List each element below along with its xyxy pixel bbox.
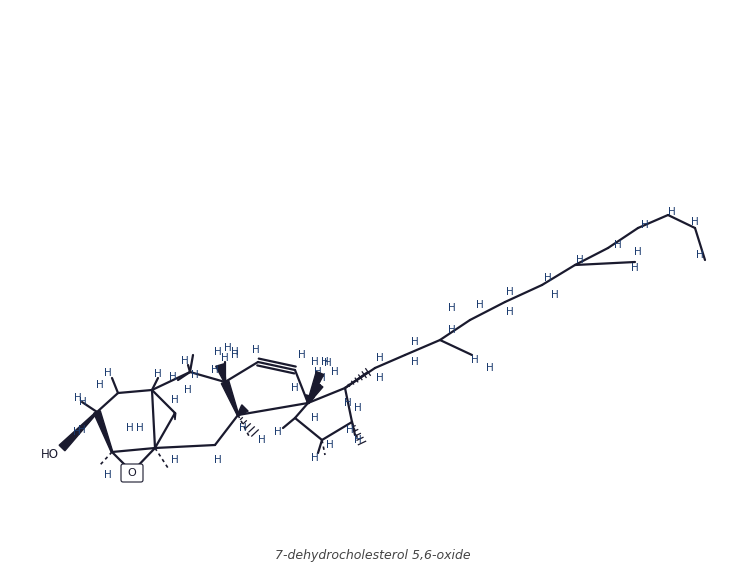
- Text: H: H: [171, 395, 179, 405]
- Text: H: H: [214, 347, 222, 357]
- Polygon shape: [216, 364, 226, 382]
- Text: H: H: [344, 398, 352, 408]
- Text: H: H: [476, 300, 484, 310]
- Text: H: H: [126, 423, 134, 433]
- Text: H: H: [191, 370, 199, 380]
- Text: H: H: [486, 363, 494, 373]
- Text: H: H: [231, 350, 239, 360]
- Text: H: H: [411, 357, 419, 367]
- Text: H: H: [104, 470, 112, 480]
- Text: H: H: [346, 425, 354, 435]
- Text: H: H: [641, 220, 649, 230]
- Text: H: H: [258, 435, 266, 445]
- Text: H: H: [74, 393, 82, 403]
- Text: H: H: [274, 427, 282, 437]
- Text: H: H: [181, 356, 189, 366]
- Text: H: H: [471, 355, 479, 365]
- Text: H: H: [78, 425, 86, 435]
- Text: H: H: [696, 250, 704, 260]
- Text: H: H: [326, 440, 334, 450]
- Polygon shape: [307, 383, 323, 403]
- Text: H: H: [104, 368, 112, 378]
- Text: H: H: [221, 353, 229, 363]
- Text: H: H: [79, 397, 87, 407]
- Text: H: H: [411, 337, 419, 347]
- Text: H: H: [324, 358, 332, 368]
- Text: H: H: [354, 435, 362, 445]
- Text: H: H: [376, 353, 384, 363]
- Polygon shape: [307, 371, 324, 403]
- Text: H: H: [376, 373, 384, 383]
- Text: H: H: [448, 325, 456, 335]
- Text: H: H: [614, 240, 622, 250]
- Text: H: H: [298, 350, 306, 360]
- Text: H: H: [321, 357, 329, 367]
- Text: H: H: [73, 427, 81, 437]
- Text: H: H: [314, 367, 322, 377]
- Text: H: H: [96, 380, 104, 390]
- Text: H: H: [171, 455, 179, 465]
- Text: H: H: [211, 365, 219, 375]
- Text: H: H: [631, 263, 639, 273]
- Text: H: H: [224, 343, 232, 353]
- Text: H: H: [551, 290, 559, 300]
- Text: H: H: [184, 385, 192, 395]
- Text: H: H: [691, 217, 699, 227]
- Text: H: H: [506, 287, 514, 297]
- Text: H: H: [311, 413, 319, 423]
- Text: HO: HO: [41, 449, 59, 461]
- Text: H: H: [634, 247, 642, 257]
- Text: H: H: [311, 357, 319, 367]
- Text: H: H: [576, 255, 584, 265]
- Text: H: H: [169, 372, 177, 382]
- Text: H: H: [354, 403, 362, 413]
- Text: H: H: [231, 347, 239, 357]
- Text: H: H: [136, 423, 144, 433]
- Polygon shape: [306, 395, 314, 403]
- Text: H: H: [214, 455, 222, 465]
- Polygon shape: [237, 405, 248, 416]
- Text: H: H: [291, 383, 299, 393]
- Text: H: H: [544, 273, 552, 283]
- Text: H: H: [331, 367, 339, 377]
- Text: H: H: [506, 307, 514, 317]
- Text: H: H: [311, 453, 319, 463]
- Text: H: H: [239, 423, 247, 433]
- FancyBboxPatch shape: [121, 464, 143, 482]
- Polygon shape: [222, 381, 239, 415]
- Text: H: H: [318, 373, 326, 383]
- Polygon shape: [94, 411, 113, 452]
- Polygon shape: [59, 411, 98, 451]
- Text: O: O: [128, 468, 137, 478]
- Text: H: H: [154, 369, 162, 379]
- Text: H: H: [668, 207, 676, 217]
- Text: H: H: [448, 303, 456, 313]
- Text: 7-dehydrocholesterol 5,6-oxide: 7-dehydrocholesterol 5,6-oxide: [275, 549, 471, 562]
- Text: H: H: [252, 345, 260, 355]
- Polygon shape: [175, 413, 176, 420]
